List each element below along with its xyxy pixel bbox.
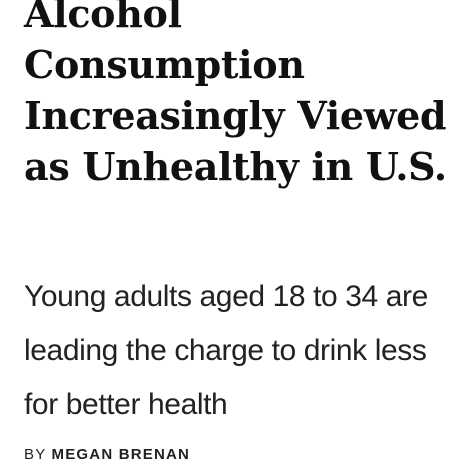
article-header: Alcohol Consumption Increasingly Viewed … [24, 0, 464, 463]
byline-author-link[interactable]: MEGAN BRENAN [51, 446, 191, 463]
byline-prefix: BY [24, 446, 47, 463]
byline: BY MEGAN BRENAN [24, 446, 190, 464]
article-headline: Alcohol Consumption Increasingly Viewed … [24, 0, 447, 189]
article-subheadline: Young adults aged 18 to 34 are leading t… [24, 280, 428, 421]
